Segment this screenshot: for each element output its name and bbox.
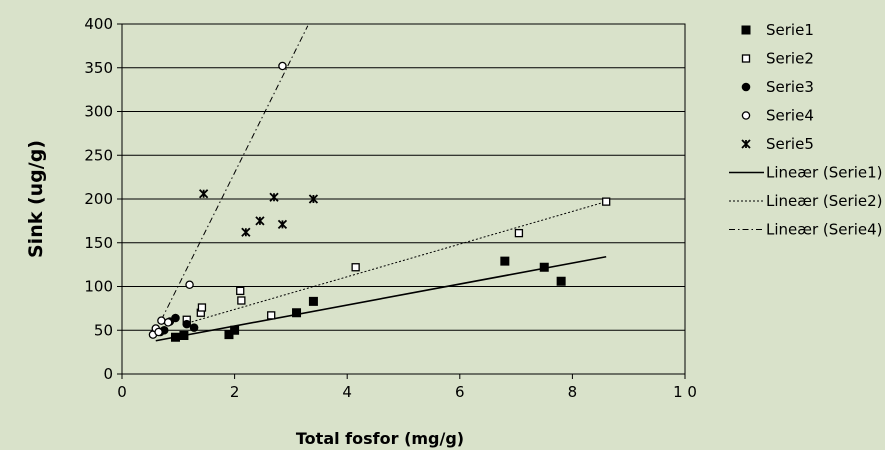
legend-label: Serie2 — [766, 50, 814, 68]
legend-label: Serie3 — [766, 78, 814, 96]
data-point — [237, 296, 246, 305]
legend-label: Serie1 — [766, 21, 814, 39]
x-tick-label: 8 — [568, 383, 578, 401]
data-point — [556, 276, 566, 286]
y-tick-label: 250 — [84, 146, 113, 164]
data-point — [602, 197, 611, 206]
x-tick-label: 1 0 — [673, 383, 697, 401]
x-axis-title: Total fosfor (mg/g) — [296, 429, 464, 448]
x-tick-label: 2 — [230, 383, 240, 401]
data-point — [179, 331, 189, 340]
y-tick-label: 100 — [84, 278, 113, 296]
x-tick-label: 4 — [342, 383, 352, 401]
data-point — [157, 316, 166, 325]
data-point — [171, 313, 180, 323]
data-point — [255, 216, 265, 226]
data-point — [224, 330, 234, 340]
data-point — [292, 308, 302, 318]
data-point — [500, 256, 510, 266]
x-axis-ticks: 0 2 4 6 8 1 0 — [117, 374, 697, 401]
data-point — [197, 303, 207, 312]
data-point — [185, 280, 194, 289]
y-axis-ticks: 0 50 100 150 200 250 300 350 400 — [84, 15, 122, 383]
legend-marker — [741, 25, 751, 35]
y-tick-label: 400 — [84, 15, 113, 33]
data-point — [154, 327, 163, 337]
legend-marker — [741, 82, 751, 92]
trendline — [183, 201, 607, 325]
y-tick-label: 300 — [84, 103, 113, 121]
legend-label: Lineær (Serie1) — [766, 164, 882, 182]
data-point — [267, 311, 276, 320]
y-tick-label: 350 — [84, 59, 113, 77]
data-point — [163, 318, 173, 327]
y-tick-label: 200 — [84, 190, 113, 208]
data-point — [236, 286, 245, 296]
data-point — [198, 189, 209, 199]
data-point — [241, 227, 251, 237]
legend-label: Serie5 — [766, 135, 814, 153]
data-point — [539, 262, 549, 272]
y-tick-label: 50 — [94, 321, 113, 339]
y-tick-label: 150 — [84, 234, 113, 252]
x-tick-label: 0 — [117, 383, 127, 401]
y-axis-title: Sink (ug/g) — [25, 140, 47, 258]
data-point — [269, 192, 279, 202]
trendline — [160, 25, 309, 320]
legend: Serie1 Serie2 Serie3 Serie4 Serie5 Lineær (Se… — [729, 21, 882, 239]
y-tick-label: 0 — [103, 365, 113, 383]
legend-marker — [741, 54, 751, 63]
data-point — [308, 194, 319, 204]
data-point — [182, 319, 192, 329]
legend-label: Serie4 — [766, 107, 814, 125]
legend-label: Lineær (Serie4) — [766, 221, 882, 239]
legend-marker — [741, 139, 751, 149]
data-point — [277, 219, 288, 230]
data-points — [148, 61, 611, 342]
data-point — [278, 61, 287, 71]
x-tick-label: 6 — [455, 383, 465, 401]
data-point — [308, 296, 318, 306]
data-point — [189, 323, 199, 332]
legend-marker — [741, 111, 751, 120]
data-point — [170, 332, 180, 342]
data-point — [230, 325, 240, 335]
legend-label: Lineær (Serie2) — [766, 192, 882, 210]
data-point — [514, 228, 524, 238]
data-point — [351, 263, 360, 272]
